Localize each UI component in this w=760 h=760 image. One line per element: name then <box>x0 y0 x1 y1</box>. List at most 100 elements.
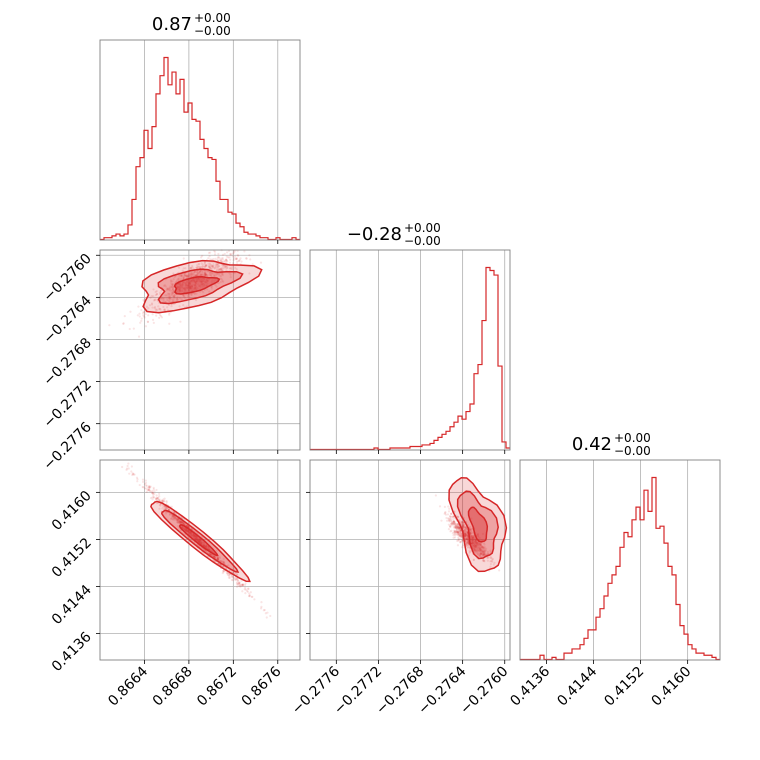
sample-point <box>235 260 239 264</box>
sample-point <box>217 562 220 565</box>
sample-point <box>222 570 225 574</box>
sample-point <box>465 529 469 532</box>
sample-point <box>168 292 171 295</box>
sample-point <box>160 297 163 300</box>
sample-point <box>222 560 225 563</box>
sample-point <box>211 279 214 282</box>
sample-point <box>218 259 222 262</box>
sample-point <box>471 536 475 539</box>
sample-point <box>198 277 201 280</box>
sample-point <box>202 544 206 547</box>
sample-point <box>482 548 485 551</box>
sample-point <box>179 283 182 286</box>
y-tick-label: 0.4144 <box>49 582 95 628</box>
sample-point <box>474 549 477 553</box>
sample-point <box>188 281 191 284</box>
sample-point <box>213 555 217 558</box>
sample-point <box>189 279 192 282</box>
sample-point <box>474 539 477 542</box>
sample-point <box>481 546 484 549</box>
sample-point <box>234 578 237 581</box>
sample-point <box>197 540 201 543</box>
sample-point <box>202 284 205 287</box>
sample-point <box>476 549 479 552</box>
sample-point <box>458 534 461 538</box>
sample-point <box>195 277 198 281</box>
sample-point <box>225 267 228 270</box>
sample-point <box>170 305 173 308</box>
sample-point <box>465 533 468 536</box>
sample-point <box>189 266 192 270</box>
sample-point <box>212 555 215 558</box>
sample-point <box>463 532 466 535</box>
sample-point <box>228 267 232 270</box>
sample-point <box>216 557 219 560</box>
sample-point <box>454 523 457 527</box>
sample-point <box>465 533 468 537</box>
sample-point <box>182 267 185 270</box>
sample-point <box>178 282 182 285</box>
sample-point <box>225 258 228 262</box>
sample-point <box>184 281 188 285</box>
sample-point <box>476 543 479 546</box>
sample-point <box>198 284 201 287</box>
sample-point <box>158 507 161 510</box>
sample-point <box>188 267 191 270</box>
sample-point <box>203 277 206 281</box>
sample-point <box>153 305 157 309</box>
sample-point <box>183 274 186 277</box>
sample-point <box>179 520 182 523</box>
sample-point <box>176 296 179 299</box>
sample-point <box>186 275 189 278</box>
sample-point <box>184 288 187 291</box>
sample-point <box>483 543 486 546</box>
sample-point <box>191 535 194 538</box>
sample-point <box>449 519 452 522</box>
sample-point <box>177 521 180 524</box>
sample-point <box>161 499 164 502</box>
sample-point <box>491 557 494 561</box>
sample-point <box>466 540 469 543</box>
sample-point <box>480 549 483 552</box>
sample-point <box>464 530 467 533</box>
sample-point <box>210 267 213 270</box>
sample-point <box>452 536 455 539</box>
sample-point <box>172 295 175 298</box>
sample-point <box>456 523 459 526</box>
sample-point <box>146 320 149 323</box>
sample-point <box>149 496 153 500</box>
sample-point <box>448 524 452 528</box>
sample-point <box>465 543 469 546</box>
x-tick-label: 0.8668 <box>150 664 196 710</box>
sample-point <box>469 532 472 535</box>
sample-point <box>467 543 470 547</box>
sample-point <box>201 269 204 272</box>
sample-point <box>179 520 183 524</box>
sample-point <box>175 279 179 282</box>
sample-point <box>469 528 472 531</box>
sample-point <box>172 291 175 294</box>
sample-point <box>140 317 143 320</box>
sample-point <box>199 540 202 544</box>
sample-point <box>451 522 454 525</box>
sample-point <box>181 521 185 525</box>
sample-point <box>456 526 460 529</box>
sample-point <box>239 585 242 588</box>
sample-point <box>153 492 156 495</box>
sample-point <box>483 551 486 555</box>
sample-point <box>447 528 450 531</box>
sample-point <box>243 583 247 587</box>
sample-point <box>464 537 468 541</box>
sample-point <box>238 583 242 586</box>
sample-point <box>198 271 201 274</box>
sample-point <box>479 546 482 549</box>
sample-point <box>219 277 222 280</box>
sample-point <box>468 549 471 552</box>
sample-point <box>203 262 206 266</box>
sample-point <box>453 522 456 525</box>
sample-point <box>218 556 222 560</box>
sample-point <box>465 526 468 530</box>
sample-point <box>220 278 223 281</box>
sample-point <box>228 272 231 275</box>
sample-point <box>478 536 481 540</box>
